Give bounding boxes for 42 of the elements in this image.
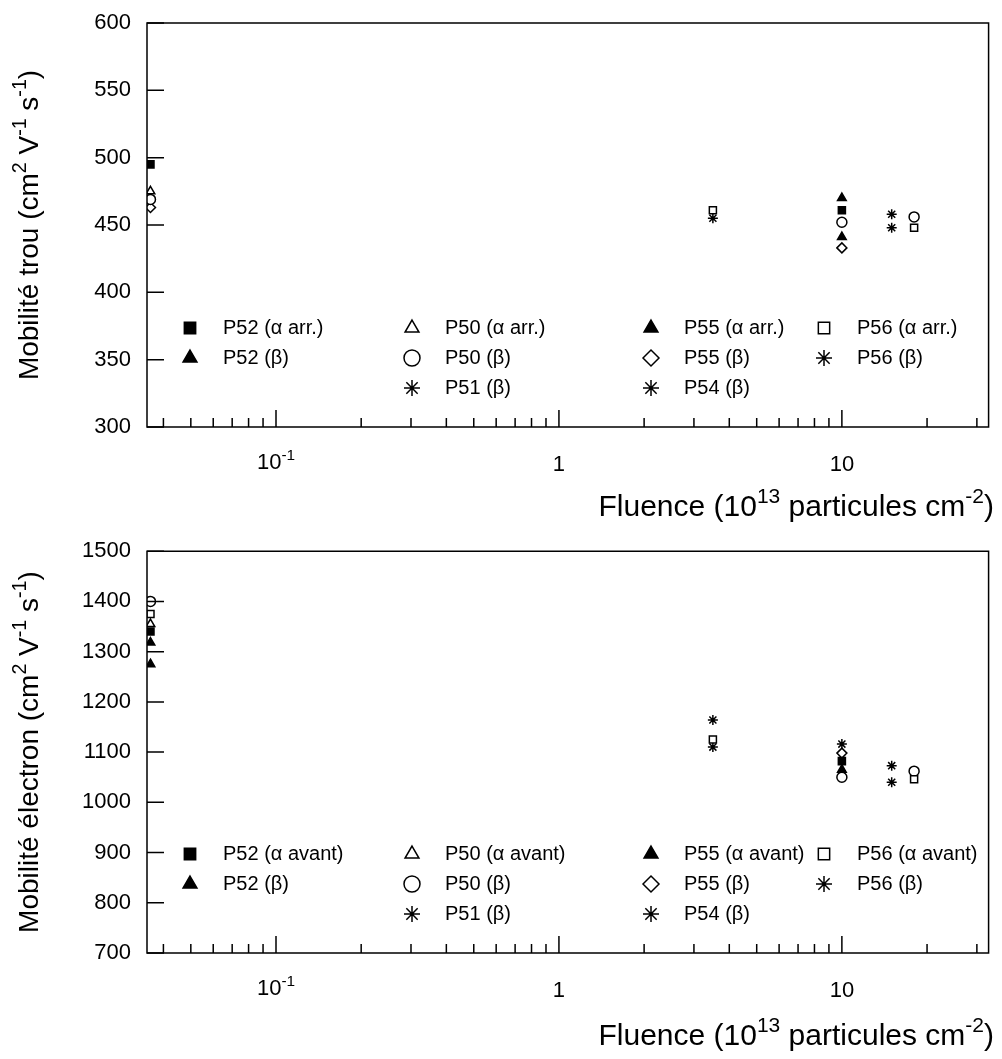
y-tick-label: 1200 xyxy=(82,687,131,713)
y-tick-label: 1400 xyxy=(82,587,131,613)
x-tick-label: 1 xyxy=(552,451,566,477)
y-tick-label: 500 xyxy=(94,143,131,169)
y-tick-label: 300 xyxy=(94,413,131,439)
y-axis-title: Mobilité trou (cm2 V-1 s-1) xyxy=(8,69,44,381)
x-tick-label: 1 xyxy=(552,977,566,1003)
x-tick-label: 10 xyxy=(829,451,855,477)
legend-label: P54 (β) xyxy=(684,901,750,924)
y-tick-label: 400 xyxy=(94,278,131,304)
legend-label: P54 (β) xyxy=(684,375,750,398)
legend-label: P56 (β) xyxy=(857,871,923,894)
legend-label: P55 (α arr.) xyxy=(684,315,785,338)
y-tick-label: 1300 xyxy=(82,637,131,663)
legend-label: P51 (β) xyxy=(445,375,511,398)
legend-label: P50 (α arr.) xyxy=(445,315,546,338)
y-tick-label: 450 xyxy=(94,211,131,237)
y-tick-label: 800 xyxy=(94,888,131,914)
y-tick-label: 550 xyxy=(94,76,131,102)
legend-label: P52 (β) xyxy=(223,345,289,368)
legend-label: P52 (α arr.) xyxy=(223,315,324,338)
y-tick-label: 900 xyxy=(94,838,131,864)
y-axis-title: Mobilité électron (cm2 V-1 s-1) xyxy=(8,571,44,933)
legend-label: P56 (α arr.) xyxy=(857,315,958,338)
legend-label: P51 (β) xyxy=(445,901,511,924)
y-tick-label: 350 xyxy=(94,345,131,371)
legend-label: P56 (α avant) xyxy=(857,841,978,864)
y-tick-label: 1100 xyxy=(83,738,131,764)
y-tick-label: 1000 xyxy=(82,788,131,814)
legend-label: P50 (β) xyxy=(445,871,511,894)
legend-label: P50 (α avant) xyxy=(445,841,566,864)
legend-label: P52 (β) xyxy=(223,871,289,894)
y-tick-label: 600 xyxy=(94,9,131,35)
legend-label: P56 (β) xyxy=(857,345,923,368)
y-tick-label: 1500 xyxy=(82,537,131,563)
y-tick-label: 700 xyxy=(94,939,131,965)
legend-label: P52 (α avant) xyxy=(223,841,344,864)
legend-label: P55 (β) xyxy=(684,871,750,894)
legend-label: P55 (α avant) xyxy=(684,841,805,864)
x-tick-label: 10 xyxy=(829,977,855,1003)
legend-label: P50 (β) xyxy=(445,345,511,368)
legend-label: P55 (β) xyxy=(684,345,750,368)
